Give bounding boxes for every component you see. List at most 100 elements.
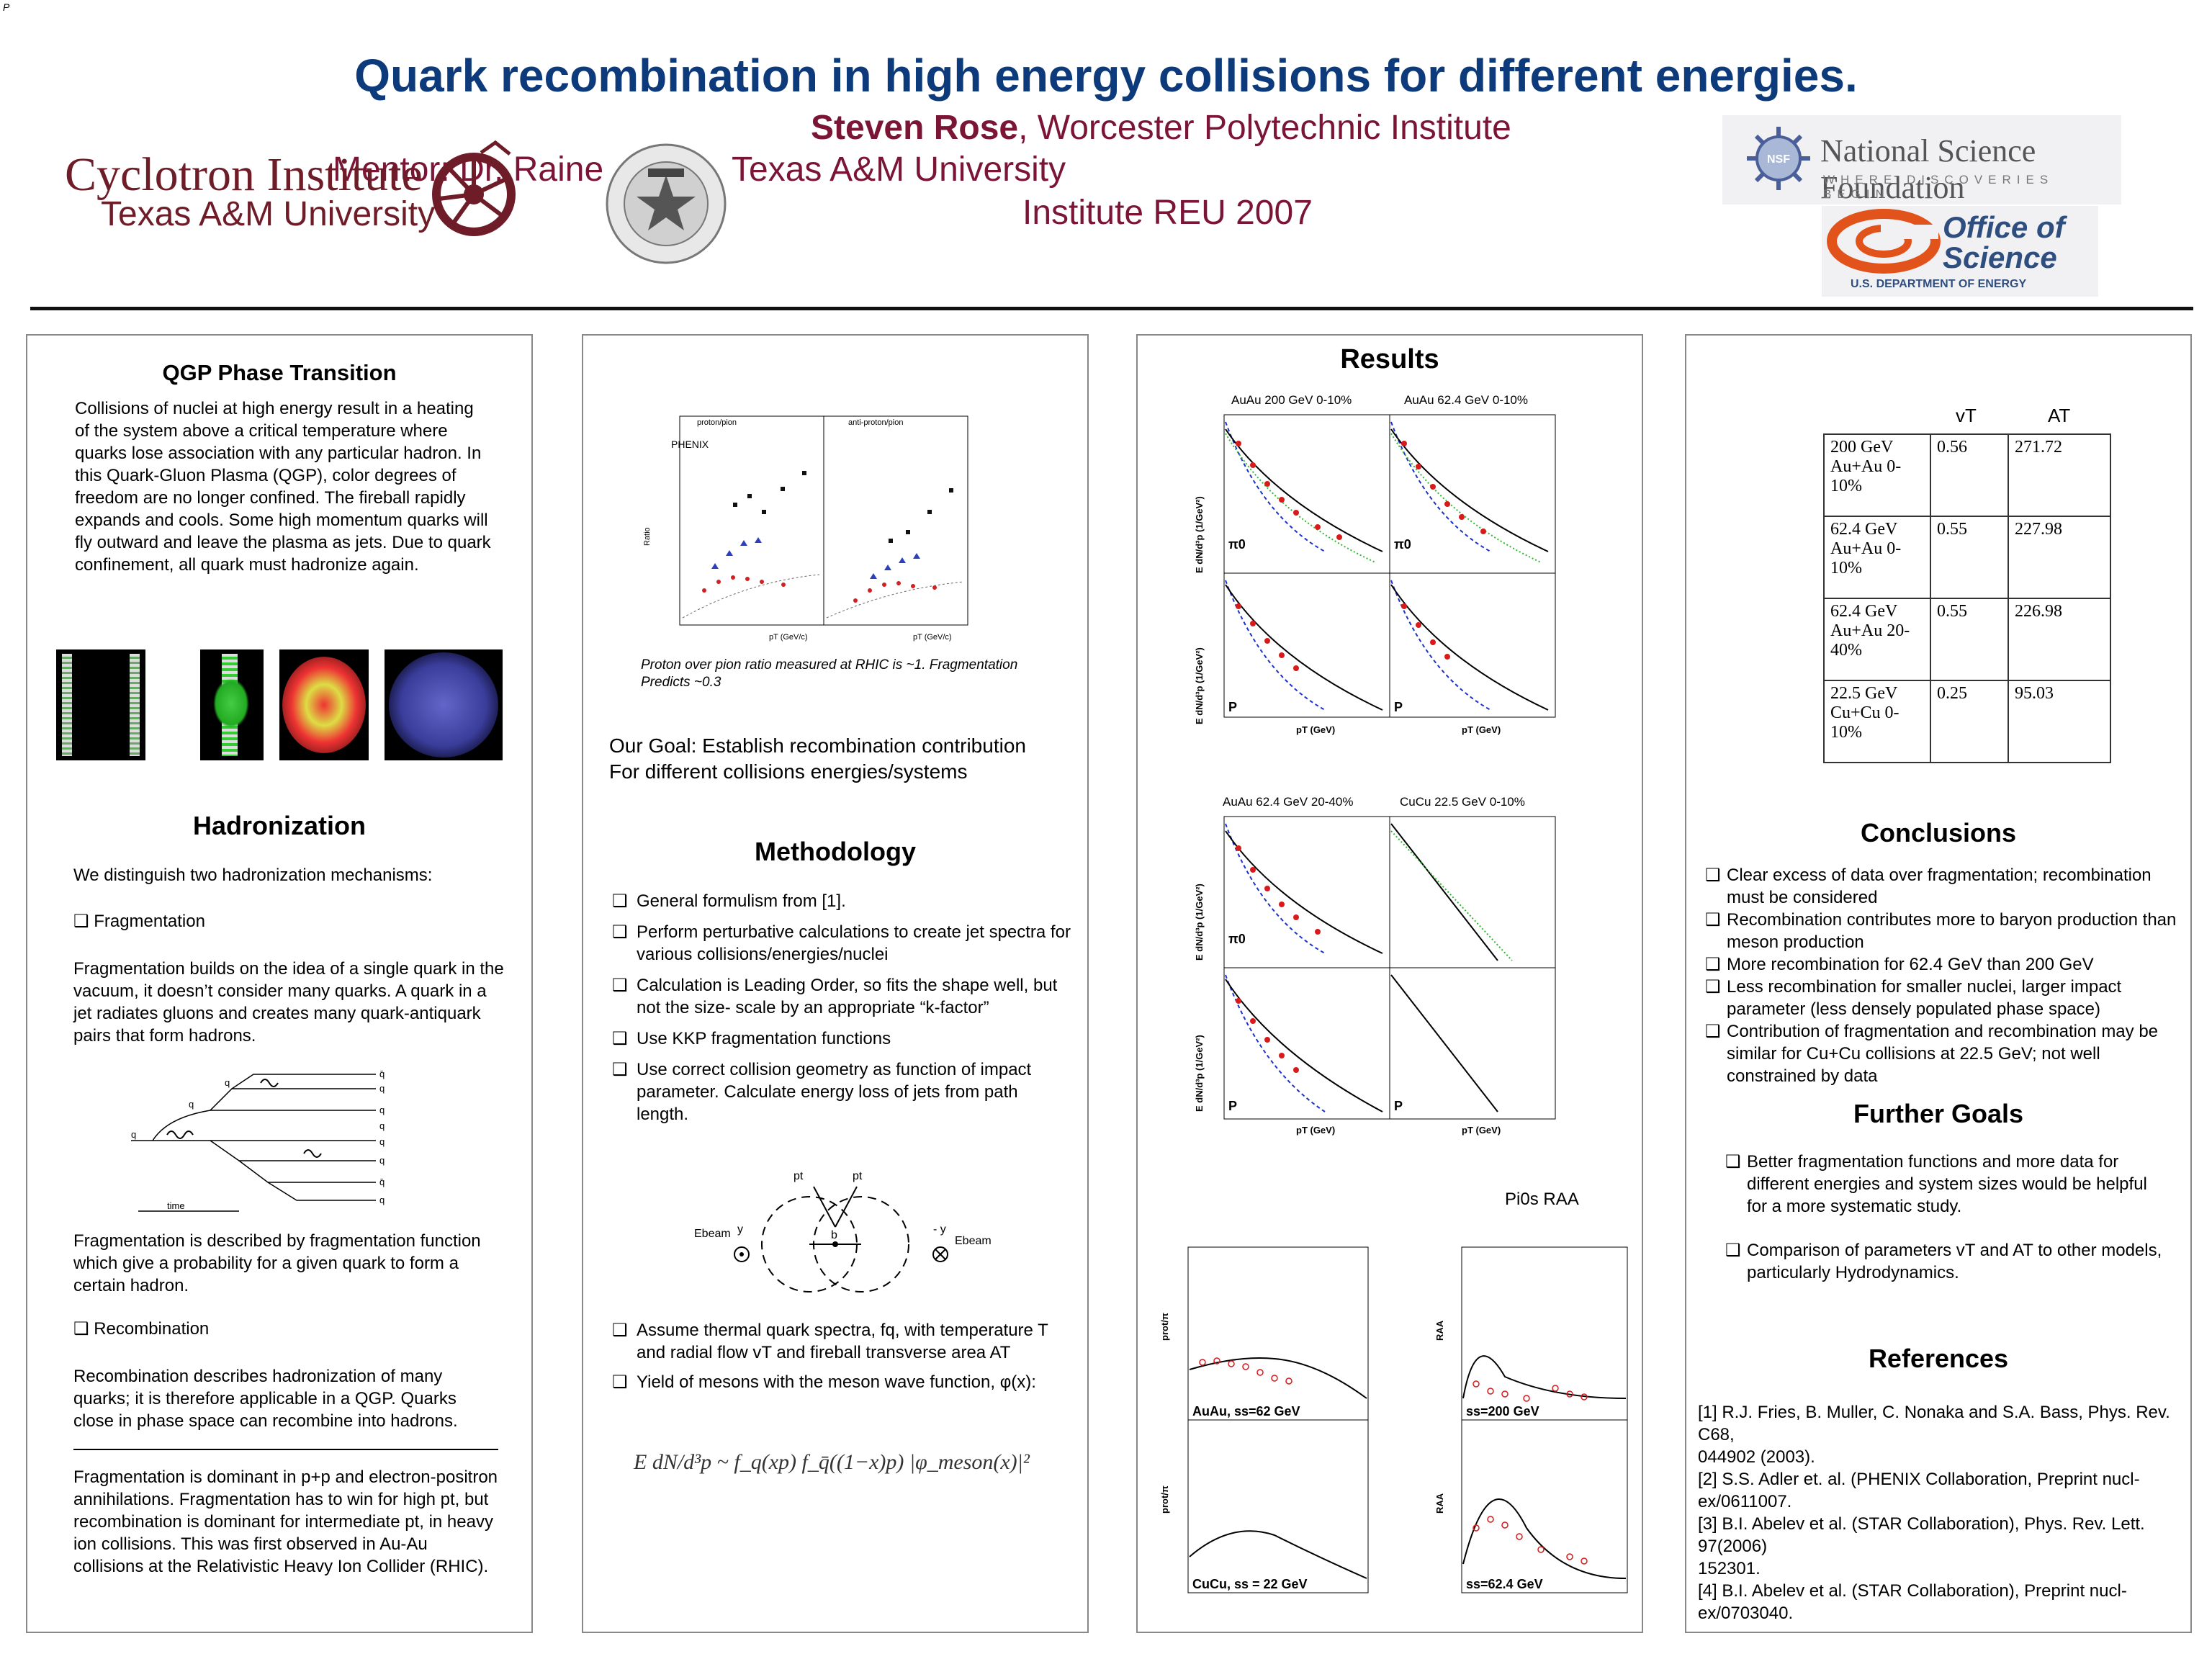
further-goal-item: ❑ Comparison of parameters vT and AT to o… <box>1725 1240 2162 1282</box>
svg-text:q: q <box>379 1120 385 1131</box>
svg-text:q̄: q̄ <box>379 1069 385 1079</box>
methodology-heading: Methodology <box>755 837 916 866</box>
raa-ylabel: RAA <box>1434 1320 1445 1341</box>
spectra-xlabel: pT (GeV) <box>1462 1125 1501 1136</box>
panel-introduction: QGP Phase Transition Collisions of nucle… <box>26 334 533 1633</box>
method-item: ❑ Yield of mesons with the meson wave fun… <box>612 1372 1036 1392</box>
goal-line-2: For different collisions energies/system… <box>609 760 968 783</box>
doe-logo-line1: Office of <box>1943 210 2065 244</box>
doe-logo-line3: U.S. DEPARTMENT OF ENERGY <box>1851 278 2027 290</box>
collision-image-2 <box>200 649 264 760</box>
plot-title-1: AuAu 200 GeV 0-10% <box>1231 393 1352 407</box>
spectra-ylabel: E dN/d³p (1/GeV²) <box>1194 647 1205 724</box>
corner-mark: P <box>3 1 10 13</box>
doe-swirl-icon <box>1827 209 1941 274</box>
qgp-heading: QGP Phase Transition <box>162 360 397 385</box>
raa-plot-label-1: ss=200 GeV <box>1466 1404 1539 1419</box>
conclusion-item: ❑ Clear excess of data over fragmentation… <box>1705 865 2152 907</box>
checkbox-bullet-icon: ❑ <box>612 1320 628 1340</box>
fragmentation-text: Fragmentation builds on the idea of a si… <box>73 959 504 1046</box>
nsf-logo-title: National Science Foundation <box>1820 133 2036 205</box>
plot-title-2: AuAu 62.4 GeV 0-10% <box>1404 393 1529 407</box>
spectra-plot-lower: π0 P P E dN/d³p (1/GeV²) E dN/d³p (1/GeV… <box>1194 816 1556 1136</box>
cyclotron-logo-text: Cyclotron Institute <box>65 148 423 201</box>
collision-image-4 <box>385 649 503 760</box>
fragmentation-function-text: Fragmentation is described by fragmentat… <box>73 1231 481 1295</box>
spectra-p-label: P <box>1394 1099 1403 1113</box>
reference-item: [3] B.I. Abelev et al. (STAR Collaborati… <box>1698 1514 2145 1556</box>
recombination-label: ❑ Recombination <box>73 1318 209 1340</box>
further-goal-item: ❑ Better fragmentation functions and more… <box>1725 1151 2147 1216</box>
hadronization-heading: Hadronization <box>193 811 366 840</box>
tamu-seal-icon <box>606 143 727 264</box>
geo-ebeam-left: Ebeam <box>694 1228 731 1240</box>
conclusion-item: ❑ Less recombination for smaller nuclei, … <box>1705 976 2122 1019</box>
svg-text:q: q <box>379 1155 385 1166</box>
svg-text:q: q <box>189 1099 194 1110</box>
table-row: 62.4 GeV Au+Au 0-10% 0.55 227.98 <box>1823 516 2111 599</box>
geo-ebeam-right: Ebeam <box>955 1235 992 1247</box>
geo-pt-right: pt <box>853 1170 863 1182</box>
ratio-plot-label-1: AuAu, ss=62 GeV <box>1192 1404 1300 1419</box>
author-line: Steven Rose, Worcester Polytechnic Insti… <box>811 108 1511 148</box>
ratio-raa-plots: AuAu, ss=62 GeV CuCu, ss = 22 GeV ss=200… <box>1159 1246 1628 1593</box>
method-item: ❑ Calculation is Leading Order, so fits t… <box>612 975 1058 1017</box>
ratio-ylabel: prot/π <box>1159 1313 1170 1341</box>
method-item: ❑ Perform perturbative calculations to cr… <box>612 922 1071 964</box>
parameter-table: 200 GeV Au+Au 0-10% 0.56 271.72 62.4 GeV A… <box>1823 433 2111 763</box>
conclusions-list: ❑ Clear excess of data over fragmentation… <box>1705 864 2188 1087</box>
panel-results: Results AuAu 200 GeV 0-10% AuAu 62.4 GeV… <box>1136 334 1643 1633</box>
fragmentation-diagram: qqq q̄qq qqq q̄q time <box>124 1060 390 1220</box>
method-item: ❑ General formulism from [1]. <box>612 891 846 911</box>
raa-title: Pi0s RAA <box>1505 1190 1579 1209</box>
checkbox-bullet-icon: ❑ <box>73 911 89 931</box>
conclusion-item: ❑ Recombination contributes more to baryo… <box>1705 909 2177 952</box>
checkbox-bullet-icon: ❑ <box>1725 1151 1741 1172</box>
qgp-text: Collisions of nuclei at high energy resu… <box>75 399 491 575</box>
conclusion-item: ❑ Contribution of fragmentation and recom… <box>1705 1021 2159 1086</box>
nsf-logo: NSF National Science Foundation WHERE DI… <box>1722 115 2121 205</box>
ratio-figure-xlabel-right: pT (GeV/c) <box>913 633 952 642</box>
geo-b: b <box>831 1229 837 1241</box>
ratio-figure-caption: Proton over pion ratio measured at RHIC … <box>641 657 1018 690</box>
poster-title: Quark recombination in high energy colli… <box>354 50 1858 102</box>
recombination-label-text: Recombination <box>94 1319 210 1339</box>
plot-title-4: CuCu 22.5 GeV 0-10% <box>1400 795 1525 809</box>
further-goals-heading: Further Goals <box>1853 1099 2024 1128</box>
svg-text:NSF: NSF <box>1767 153 1790 166</box>
spectra-pi0-label: π0 <box>1228 932 1246 946</box>
spectra-xlabel: pT (GeV) <box>1462 724 1501 735</box>
table-row: 200 GeV Au+Au 0-10% 0.56 271.72 <box>1823 433 2111 517</box>
collision-image-1 <box>56 649 145 760</box>
raa-ylabel: RAA <box>1434 1493 1445 1514</box>
results-heading: Results <box>1340 344 1439 374</box>
checkbox-bullet-icon: ❑ <box>1725 1240 1741 1260</box>
reference-item: 044902 (2003). <box>1698 1447 1815 1467</box>
cyclotron-logo-subtext: Texas A&M University <box>101 195 436 233</box>
reu-line: Institute REU 2007 <box>1022 194 1313 232</box>
svg-text:q: q <box>379 1195 385 1205</box>
cyclotron-emblem-icon <box>432 140 516 236</box>
checkbox-bullet-icon: ❑ <box>612 1372 628 1392</box>
spectra-pi0-label: π0 <box>1228 537 1246 552</box>
conclusion-item: ❑ More recombination for 62.4 GeV than 20… <box>1705 954 2094 974</box>
doe-logo: Office of Science U.S. DEPARTMENT OF ENE… <box>1822 206 2098 297</box>
raa-plot-label-2: ss=62.4 GeV <box>1466 1577 1543 1591</box>
svg-text:q: q <box>379 1136 385 1147</box>
spectra-xlabel: pT (GeV) <box>1296 1125 1335 1136</box>
spectra-pi0-label: π0 <box>1394 537 1411 552</box>
reference-item: 152301. <box>1698 1559 1761 1578</box>
ratio-plot-label-2: CuCu, ss = 22 GeV <box>1192 1577 1308 1591</box>
ratio-figure-phenix: PHENIX <box>671 439 709 450</box>
table-row: 22.5 GeV Cu+Cu 0-10% 0.25 95.03 <box>1823 680 2111 763</box>
ratio-figure-left-title: proton/pion <box>697 418 737 427</box>
ratio-figure-xlabel-left: pT (GeV/c) <box>769 633 808 642</box>
spectra-ylabel: E dN/d³p (1/GeV²) <box>1194 884 1205 961</box>
svg-text:q̄: q̄ <box>379 1177 385 1187</box>
table-header-vt: vT <box>1956 405 1977 426</box>
goal-text: Our Goal: Establish recombination contri… <box>609 733 1026 785</box>
geo-minus-y: - y <box>933 1223 946 1236</box>
recombination-text: Recombination describes hadronization of… <box>73 1367 458 1431</box>
panel-methodology: proton/pion anti-proton/pion PHENIX Rati… <box>582 334 1089 1633</box>
panel-conclusions: vT AT 200 GeV Au+Au 0-10% 0.56 271.72 62.4… <box>1685 334 2192 1633</box>
